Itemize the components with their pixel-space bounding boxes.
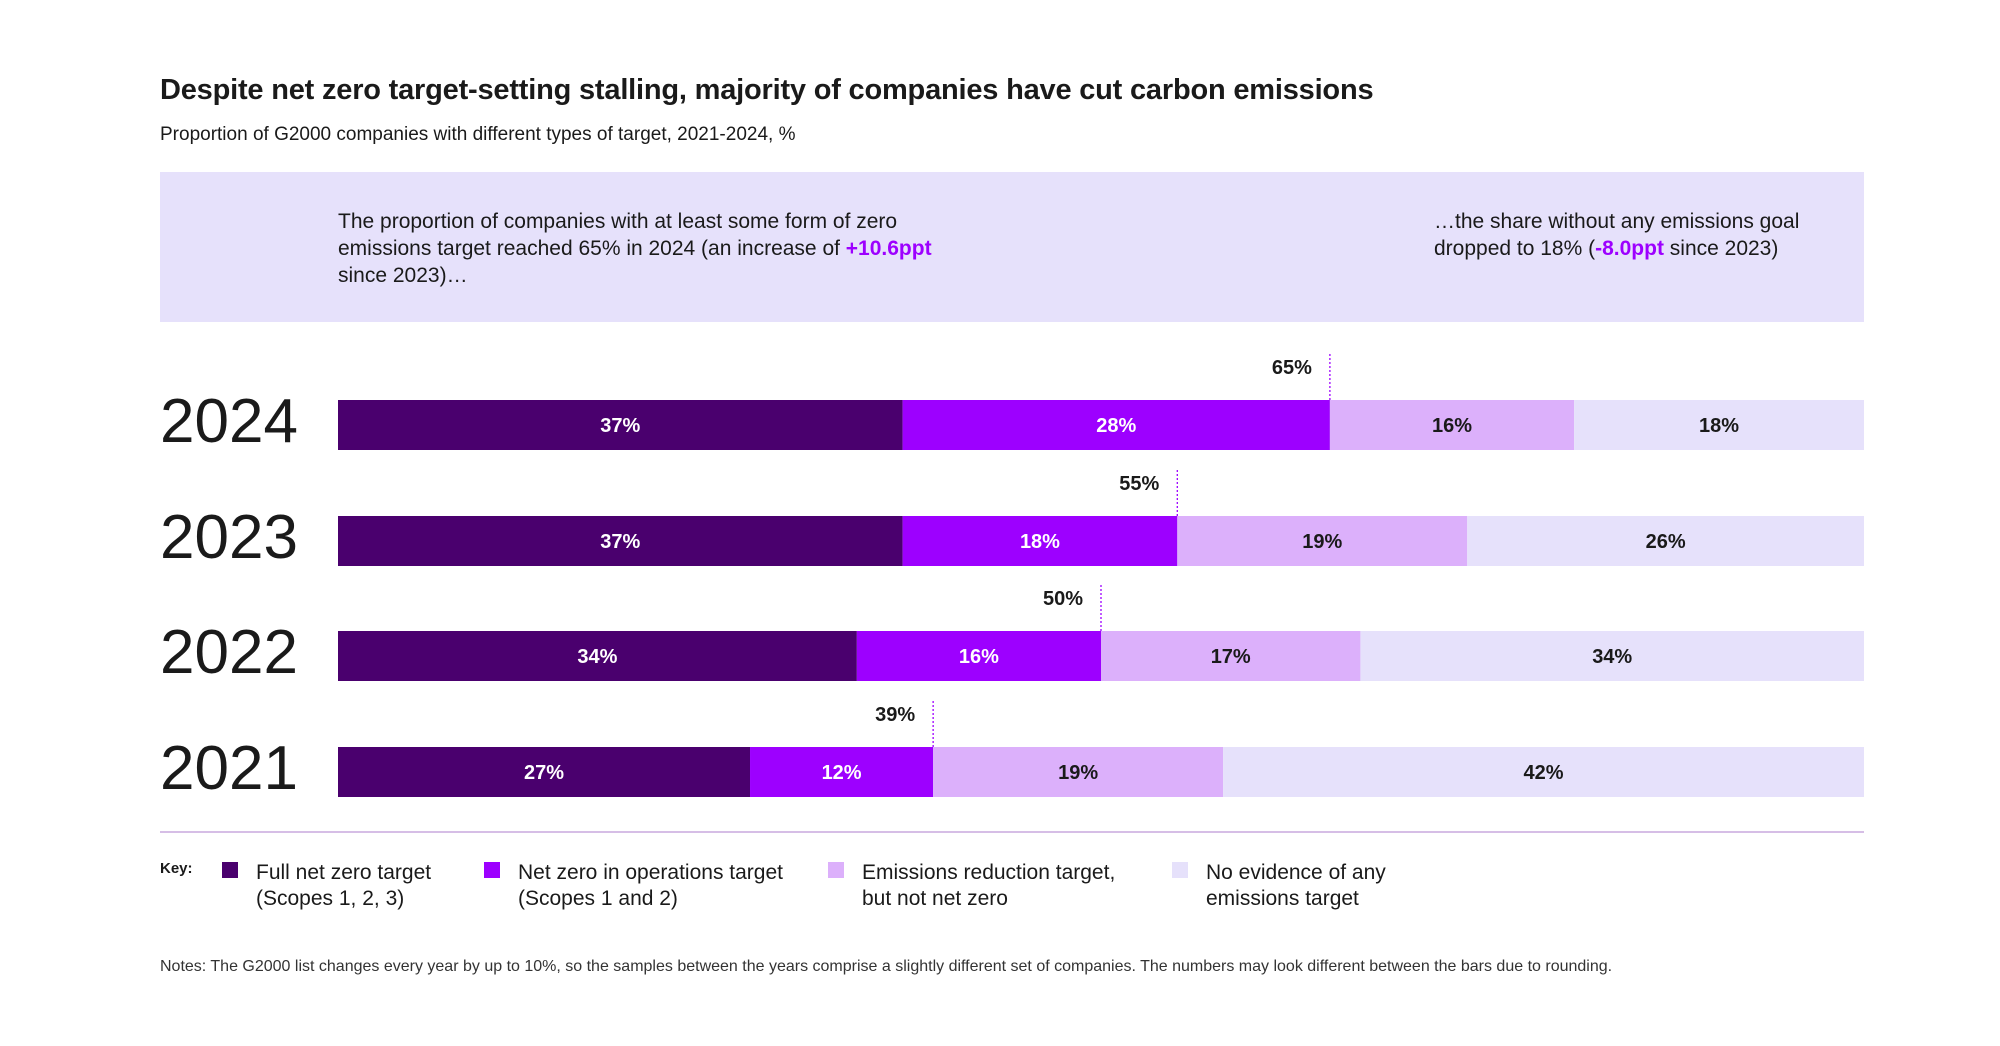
- legend-label-line: No evidence of any: [1206, 861, 1386, 884]
- legend-label-line: (Scopes 1 and 2): [518, 887, 678, 910]
- bar-segment-emissions-reduction: [1329, 400, 1575, 450]
- data-label: 37%: [600, 415, 640, 437]
- year-label: 2023: [160, 503, 298, 572]
- legend-label-emissions-reduction: Emissions reduction target, but not net …: [862, 860, 1162, 912]
- legend-label-net-zero-operations: Net zero in operations target (Scopes 1 …: [518, 860, 818, 912]
- data-label: 12%: [822, 762, 862, 784]
- bar-segment-no-evidence: [1223, 747, 1864, 797]
- legend-label-no-evidence: No evidence of any emissions target: [1206, 860, 1506, 912]
- bar-segment-no-evidence: [1360, 631, 1864, 681]
- legend-label-line: (Scopes 1, 2, 3): [256, 887, 405, 910]
- bar-segment-net-zero-operations: [750, 747, 934, 797]
- bar-segment-emissions-reduction: [933, 747, 1224, 797]
- data-label: 42%: [1524, 762, 1564, 784]
- legend-swatch-emissions-reduction: [828, 862, 844, 878]
- chart-subtitle: Proportion of G2000 companies with diffe…: [160, 124, 796, 145]
- data-label: 28%: [1096, 415, 1136, 437]
- legend-label-line: Full net zero target: [256, 861, 432, 884]
- bar-segment-emissions-reduction: [1101, 631, 1361, 681]
- data-label: 27%: [524, 762, 564, 784]
- legend-label-line: Emissions reduction target,: [862, 861, 1116, 884]
- data-label: 37%: [600, 531, 640, 553]
- data-label: 16%: [1432, 415, 1472, 437]
- data-label: 26%: [1646, 531, 1686, 553]
- data-label: 19%: [1302, 531, 1342, 553]
- data-label: 18%: [1699, 415, 1739, 437]
- total-label: 50%: [1043, 588, 1083, 610]
- chart-title: Despite net zero target-setting stalling…: [160, 74, 1374, 106]
- bar-segment-full-net-zero: [338, 400, 903, 450]
- callout-left-highlight: +10.6ppt: [845, 237, 932, 260]
- legend-label-line: but not net zero: [862, 887, 1008, 910]
- legend-swatch-net-zero-operations: [484, 862, 500, 878]
- callout-right-text: …the share without any emissions goal dr…: [1434, 210, 1800, 260]
- bar-segment-no-evidence: [1574, 400, 1864, 450]
- year-label: 2021: [160, 734, 298, 803]
- bar-segment-no-evidence: [1467, 516, 1864, 566]
- callout-left-tail: since 2023)…: [338, 264, 468, 287]
- legend-label-line: Net zero in operations target: [518, 861, 783, 884]
- bar-segment-full-net-zero: [338, 747, 751, 797]
- bar-segment-net-zero-operations: [902, 516, 1178, 566]
- legend-swatch-full-net-zero: [222, 862, 238, 878]
- stacked-bar-chart: 2024 37% 28% 16% 18% 65% 2023 37% 18% 19% 26% 55% 20…: [160, 354, 1864, 833]
- legend-label-full-net-zero: Full net zero target (Scopes 1, 2, 3): [256, 860, 556, 912]
- data-label: 16%: [959, 646, 999, 668]
- data-label: 17%: [1211, 646, 1251, 668]
- callout-right-highlight: -8.0ppt: [1595, 237, 1664, 260]
- callout-right-tail: since 2023): [1663, 237, 1779, 260]
- bar-segment-net-zero-operations: [902, 400, 1330, 450]
- year-label: 2022: [160, 618, 298, 687]
- bar-segment-net-zero-operations: [856, 631, 1101, 681]
- data-label: 19%: [1058, 762, 1098, 784]
- bar-segment-full-net-zero: [338, 631, 857, 681]
- bar-segment-emissions-reduction: [1177, 516, 1468, 566]
- year-label: 2024: [160, 387, 298, 456]
- callout-left: The proportion of companies with at leas…: [338, 208, 938, 289]
- legend-swatch-no-evidence: [1172, 862, 1188, 878]
- total-label: 39%: [875, 704, 915, 726]
- data-label: 34%: [1592, 646, 1632, 668]
- data-label: 18%: [1020, 531, 1060, 553]
- chart-notes: Notes: The G2000 list changes every year…: [160, 958, 1613, 975]
- total-label: 65%: [1272, 357, 1312, 379]
- callout-right: …the share without any emissions goal dr…: [1434, 208, 1834, 262]
- data-label: 34%: [577, 646, 617, 668]
- legend-key-label: Key:: [160, 860, 193, 877]
- legend-label-line: emissions target: [1206, 887, 1359, 910]
- callout-left-text: The proportion of companies with at leas…: [338, 210, 898, 260]
- callout-banner: The proportion of companies with at leas…: [160, 172, 1864, 322]
- total-label: 55%: [1119, 473, 1159, 495]
- bar-segment-full-net-zero: [338, 516, 903, 566]
